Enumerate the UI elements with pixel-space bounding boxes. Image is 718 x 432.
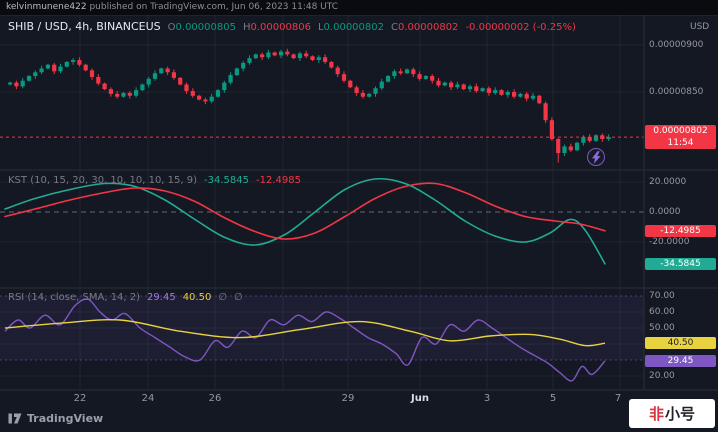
tradingview-logo-icon [8,413,22,424]
symbol-title[interactable]: SHIB / USD, 4h, BINANCEUS [8,20,161,33]
time-axis-label: 3 [483,393,491,404]
ohlc-low-value: 0.00000802 [323,22,384,33]
ohlc-open-label: O [167,22,176,33]
rsi-value: 29.45 [147,292,176,303]
tradingview-brand-label: TradingView [27,411,104,425]
publish-bar: kelvinmunene422 published on TradingView… [0,0,718,15]
rsi-tick: 70.00 [649,291,675,301]
time-axis-label: 7 [614,393,622,404]
rsi-legend[interactable]: RSI (14, close, SMA, 14, 2) [8,292,141,303]
feixiaohao-watermark[interactable]: 非 小号 [629,399,715,428]
ohlc-close: C0.00000802 [391,22,458,33]
symbol-legend: SHIB / USD, 4h, BINANCEUS O0.00000805 H0… [8,20,576,33]
ohlc-open: O0.00000805 [168,22,236,33]
price-tick: 0.00000850 [649,87,704,97]
ohlc-close-label: C [391,22,398,33]
ohlc-low: L0.00000802 [318,22,384,33]
kst-value-badge: -34.5845 [645,258,716,270]
kst-legend[interactable]: KST (10, 15, 20, 30, 10, 10, 10, 15, 9) [8,175,198,186]
rsi-tick: 50.00 [649,323,675,333]
rsi-empty-value: ∅ [218,292,228,303]
kst-signal-value: -12.4985 [255,175,301,186]
ohlc-low-label: L [317,22,324,33]
kst-tick: 20.0000 [649,177,687,187]
ohlc-high-label: H [242,22,251,33]
rsi-value-badge: 29.45 [645,355,716,367]
publish-username: kelvinmunene422 [6,2,87,12]
price-change: -0.00000002 (-0.25%) [465,22,576,33]
kst-signal-badge: -12.4985 [645,225,716,237]
rsi-ma-badge: 40.50 [645,337,716,349]
last-price-badge: 0.00000802 11:54 [645,125,716,149]
watermark-logo-char: 非 [648,405,664,423]
last-price-value: 0.00000802 [653,126,708,136]
ohlc-high-value: 0.00000806 [250,22,311,33]
ohlc-open-value: 0.00000805 [175,22,236,33]
time-axis[interactable]: 22 24 26 29 Jun 3 5 7 [0,391,644,409]
ohlc-close-value: 0.00000802 [397,22,459,33]
rsi-tick: 60.00 [649,307,675,317]
kst-value: -34.5845 [204,175,249,186]
bar-countdown: 11:54 [667,138,694,148]
tradingview-attribution[interactable]: TradingView [8,411,103,425]
price-tick: 0.00000900 [649,40,704,50]
rsi-ma-value: 40.50 [182,292,212,303]
rsi-empty-value: ∅ [234,292,243,303]
currency-label: USD [690,22,710,32]
kst-legend-row: KST (10, 15, 20, 30, 10, 10, 10, 15, 9) … [8,175,301,186]
lightning-icon [591,150,601,164]
time-axis-label: 24 [141,393,155,404]
time-axis-label: Jun [411,393,429,404]
kst-tick: 0.0000 [649,207,681,217]
watermark-label: 小号 [665,405,696,423]
publish-info: published on TradingView.com, Jun 06, 20… [86,2,339,12]
time-axis-label: 5 [549,393,557,404]
flash-reaction-button[interactable] [587,148,605,166]
kst-tick: -20.0000 [649,237,690,247]
time-axis-label: 26 [208,393,222,404]
ohlc-high: H0.00000806 [243,22,311,33]
time-axis-label: 29 [341,393,355,404]
rsi-legend-row: RSI (14, close, SMA, 14, 2) 29.45 40.50 … [8,292,243,303]
rsi-tick: 20.00 [649,371,675,381]
time-axis-label: 22 [73,393,87,404]
